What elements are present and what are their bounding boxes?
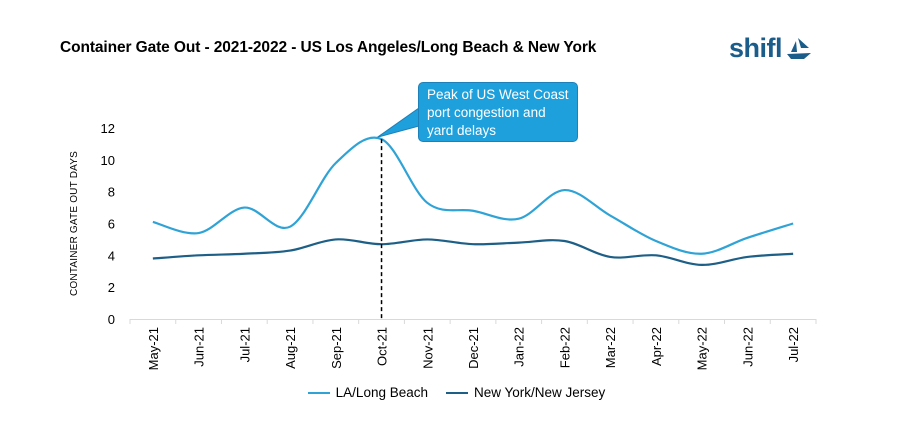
x-tick-label: Feb-22 [557, 327, 572, 368]
y-tick-label: 6 [108, 217, 115, 232]
shifl-logo: shifl [729, 31, 812, 65]
x-tick-label: Sep-21 [329, 327, 344, 369]
y-tick-label: 12 [101, 121, 115, 136]
logo-text: shifl [729, 33, 783, 63]
callout-pointer [377, 107, 420, 138]
legend-swatch-ny [446, 391, 468, 394]
y-tick-label: 10 [101, 153, 115, 168]
y-tick-label: 0 [108, 312, 115, 327]
x-tick-label: Jun-22 [740, 327, 755, 367]
x-tick-label: Apr-22 [649, 327, 664, 366]
x-tick-label: Oct-21 [375, 327, 390, 366]
x-tick-label: Jan-22 [512, 327, 527, 367]
legend-label-la: LA/Long Beach [335, 385, 428, 400]
sail-boat-icon [787, 38, 812, 59]
x-tick-label: May-21 [146, 327, 161, 370]
legend-item-la: LA/Long Beach [307, 385, 428, 400]
legend-item-ny: New York/New Jersey [446, 385, 605, 400]
legend-swatch-la [307, 391, 330, 394]
y-tick-label: 2 [108, 280, 115, 295]
x-tick-label: Jul-22 [786, 327, 801, 362]
x-tick-label: Nov-21 [420, 327, 435, 369]
x-tick-label: Dec-21 [466, 327, 481, 369]
y-tick-label: 4 [108, 248, 115, 263]
series-line-la-long-beach [152, 136, 794, 255]
x-tick-label: Jun-21 [192, 327, 207, 367]
annotation-callout: Peak of US West Coast port congestion an… [418, 82, 578, 142]
legend-label-ny: New York/New Jersey [474, 385, 606, 400]
x-tick-label: May-22 [695, 327, 710, 370]
legend: LA/Long Beach New York/New Jersey [0, 385, 913, 400]
x-tick-label: Mar-22 [603, 327, 618, 368]
y-tick-label: 8 [108, 185, 115, 200]
chart-title: Container Gate Out - 2021-2022 - US Los … [60, 39, 597, 56]
series-line-new-york-new-jersey [152, 238, 794, 266]
x-tick-label: Aug-21 [283, 327, 298, 369]
y-axis-label: CONTAINER GATE OUT DAYS [69, 151, 80, 296]
x-tick-label: Jul-21 [237, 327, 252, 362]
